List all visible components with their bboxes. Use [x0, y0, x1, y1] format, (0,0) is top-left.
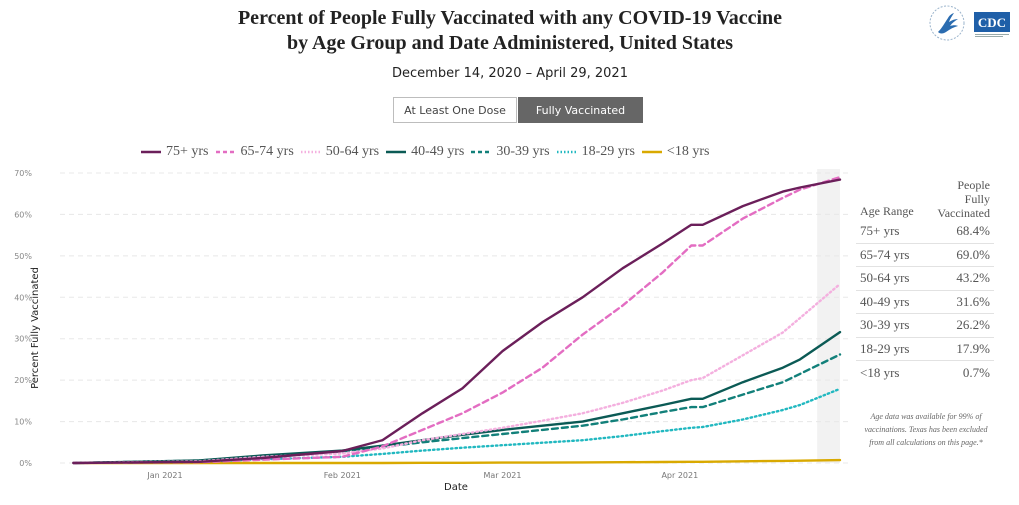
- series-line--18-yrs: [72, 458, 842, 465]
- cdc-logo: CDC: [974, 12, 1010, 37]
- table-row: 75+ yrs 68.4%: [856, 220, 994, 244]
- legend-swatch-icon: [300, 150, 321, 154]
- age-range-cell: 18-29 yrs: [860, 340, 910, 356]
- percent-cell: 43.2%: [956, 270, 990, 286]
- y-tick-label: 20%: [14, 376, 32, 385]
- legend-label: 40-49 yrs: [411, 144, 465, 159]
- x-tick-label: Feb 2021: [324, 471, 361, 480]
- legend-item[interactable]: 65-74 yrs: [215, 144, 294, 160]
- legend-label: <18 yrs: [666, 144, 710, 159]
- legend-item[interactable]: 30-39 yrs: [470, 144, 550, 160]
- table-row: 65-74 yrs 69.0%: [856, 244, 994, 267]
- legend-label: 65-74 yrs: [240, 144, 294, 159]
- footnote-line: from all calculations on this page.*: [869, 438, 983, 447]
- percent-cell: 31.6%: [956, 293, 990, 309]
- legend-swatch-icon: [471, 150, 492, 154]
- cdc-logo-text: CDC: [978, 15, 1006, 30]
- x-tick-label: Apr 2021: [661, 471, 698, 480]
- legend-item[interactable]: 50-64 yrs: [300, 144, 379, 160]
- legend-label: 30-39 yrs: [496, 144, 550, 159]
- legend-item[interactable]: 18-29 yrs: [556, 144, 635, 160]
- line-chart: 0% 10% 20% 30% 40% 50% 60% 70% Jan 2021 Feb 2021 M…: [14, 169, 850, 493]
- table-row: 18-29 yrs 17.9%: [856, 338, 994, 361]
- title-line-2: by Age Group and Date Administered, Unit…: [287, 32, 733, 54]
- y-axis-label: Percent Fully Vaccinated: [30, 267, 41, 389]
- series-line-65-74-yrs: [72, 175, 842, 465]
- toggle-at-least-one-dose[interactable]: At Least One Dose: [393, 97, 517, 123]
- highlight-band: [817, 169, 840, 463]
- date-range: December 14, 2020 – April 29, 2021: [392, 66, 628, 81]
- series-line-40-49-yrs: [72, 330, 842, 465]
- y-tick-label: 50%: [14, 252, 32, 261]
- chart-title: Percent of People Fully Vaccinated with …: [150, 6, 870, 56]
- table-body: 75+ yrs 68.4% 65-74 yrs 69.0% 50-64 yrs 43.2%…: [856, 220, 994, 385]
- percent-cell: 68.4%: [956, 223, 990, 239]
- x-tick-label: Jan 2021: [146, 471, 182, 480]
- series-line-30-39-yrs: [72, 353, 842, 465]
- percent-cell: 26.2%: [956, 317, 990, 333]
- percent-cell: 17.9%: [956, 340, 990, 356]
- footnote-line: Age data was available for 99% of: [870, 412, 982, 421]
- legend-label: 50-64 yrs: [325, 144, 380, 159]
- age-range-cell: 75+ yrs: [860, 223, 900, 239]
- legend-swatch-icon: [641, 150, 662, 154]
- age-range-cell: 50-64 yrs: [860, 270, 910, 286]
- series-line-75-yrs: [72, 178, 842, 465]
- percent-cell: 69.0%: [956, 246, 990, 262]
- series-line-50-64-yrs: [72, 282, 842, 465]
- legend-item[interactable]: 40-49 yrs: [385, 144, 464, 160]
- age-range-cell: <18 yrs: [860, 364, 900, 380]
- x-axis-label: Date: [444, 482, 468, 493]
- header-line: Fully: [964, 192, 990, 206]
- legend-item[interactable]: <18 yrs: [641, 144, 710, 160]
- footnote-line: vaccinations. Texas has been excluded: [864, 425, 988, 434]
- table-row: 30-39 yrs 26.2%: [856, 314, 994, 338]
- legend-swatch-icon: [386, 150, 407, 154]
- age-range-cell: 30-39 yrs: [860, 317, 910, 333]
- legend-swatch-icon: [215, 150, 236, 154]
- age-range-cell: 40-49 yrs: [860, 293, 910, 309]
- legend-label: 75+ yrs: [166, 144, 209, 159]
- legend-label: 18-29 yrs: [581, 144, 635, 159]
- x-tick-label: Mar 2021: [483, 471, 521, 480]
- y-tick-label: 30%: [14, 335, 32, 344]
- y-tick-label: 60%: [14, 210, 32, 219]
- y-tick-label: 40%: [14, 293, 32, 302]
- col-people-fully-vaccinated-header: People Fully Vaccinated: [926, 178, 990, 220]
- title-line-1: Percent of People Fully Vaccinated with …: [237, 7, 783, 29]
- toggle-fully-vaccinated[interactable]: Fully Vaccinated: [518, 97, 643, 123]
- col-age-range-header: Age Range: [860, 204, 914, 218]
- table-row: <18 yrs 0.7%: [856, 361, 994, 385]
- legend-swatch-icon: [141, 150, 161, 154]
- footnote: Age data was available for 99% of vaccin…: [858, 410, 994, 449]
- logos: CDC: [928, 4, 1016, 42]
- hhs-eagle-logo: [929, 5, 965, 41]
- header-line: People: [957, 178, 990, 192]
- summary-table: Age Range People Fully Vaccinated 75+ yr…: [856, 172, 994, 385]
- header-line: Vaccinated: [937, 206, 990, 220]
- table-row: 40-49 yrs 31.6%: [856, 291, 994, 314]
- percent-cell: 0.7%: [962, 364, 990, 380]
- y-tick-label: 0%: [19, 459, 32, 468]
- age-range-cell: 65-74 yrs: [860, 246, 910, 262]
- table-row: 50-64 yrs 43.2%: [856, 267, 994, 291]
- y-tick-label: 70%: [14, 169, 32, 178]
- legend-swatch-icon: [556, 150, 577, 154]
- chart-legend: 75+ yrs 65-74 yrs 50-64 yrs 40-49 yrs 30-39 …: [140, 143, 715, 161]
- table-header: Age Range People Fully Vaccinated: [856, 172, 994, 220]
- legend-item[interactable]: 75+ yrs: [140, 144, 209, 160]
- y-tick-label: 10%: [14, 418, 32, 427]
